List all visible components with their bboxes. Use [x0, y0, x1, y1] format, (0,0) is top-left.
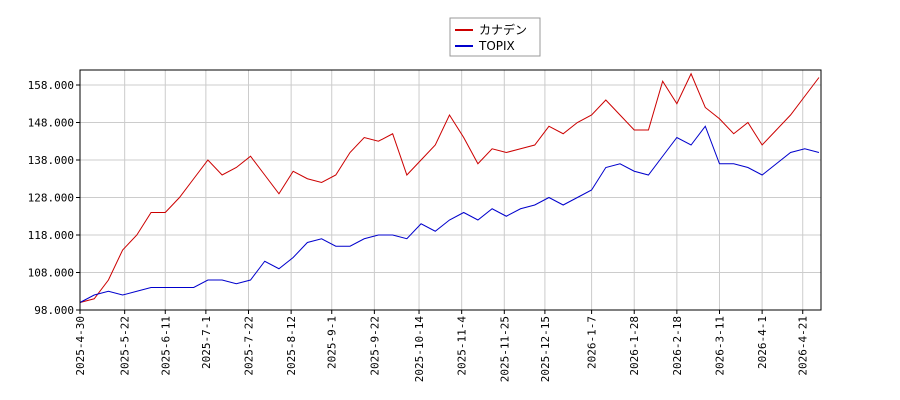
y-tick-label: 138.000: [28, 154, 74, 167]
y-tick-label: 148.000: [28, 117, 74, 130]
y-tick-label: 98.000: [34, 304, 74, 317]
legend-box: [449, 17, 541, 57]
x-tick-label: 2026-4-1: [756, 316, 769, 369]
x-tick-label: 2025-12-15: [539, 316, 552, 382]
x-tick-label: 2025-8-12: [285, 316, 298, 376]
series-line: [79, 125, 820, 303]
plot-frame: [79, 69, 822, 311]
series-line: [79, 72, 820, 303]
plot-area: [80, 70, 821, 310]
y-tick-label: 108.000: [28, 267, 74, 280]
x-tick-label: 2025-7-1: [200, 316, 213, 369]
legend-label: TOPIX: [478, 39, 515, 53]
x-tick-label: 2026-1-7: [586, 316, 599, 369]
y-tick-label: 128.000: [28, 192, 74, 205]
x-tick-label: 2025-9-1: [326, 316, 339, 369]
x-tick-label: 2025-6-11: [159, 316, 172, 376]
y-tick-label: 158.000: [28, 79, 74, 92]
x-tick-label: 2025-11-4: [456, 316, 469, 376]
x-tick-label: 2026-3-11: [713, 316, 726, 376]
x-tick-label: 2025-10-14: [413, 316, 426, 383]
y-tick-label: 118.000: [28, 229, 74, 242]
x-tick-label: 2025-7-22: [243, 316, 256, 376]
x-tick-label: 2026-4-21: [797, 316, 810, 376]
x-tick-label: 2025-11-25: [498, 316, 511, 382]
x-tick-label: 2025-9-22: [368, 316, 381, 376]
legend-label: カナデン: [479, 22, 527, 37]
x-tick-label: 2025-4-30: [74, 316, 87, 376]
x-tick-label: 2026-2-18: [671, 316, 684, 376]
x-tick-label: 2025-5-22: [119, 316, 132, 376]
legend: カナデン TOPIX: [449, 17, 541, 57]
x-tick-label: 2026-1-28: [628, 316, 641, 376]
